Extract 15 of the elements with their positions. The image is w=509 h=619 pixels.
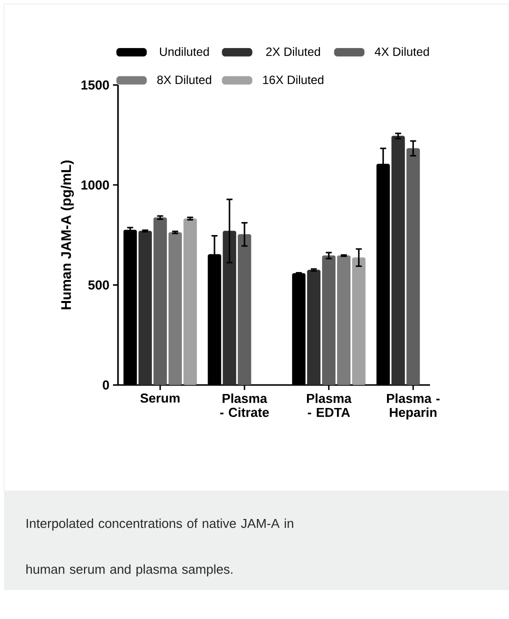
legend-label: 8X Diluted — [157, 75, 212, 84]
legend-label: Undiluted — [160, 47, 209, 56]
y-tick-label: 1500 — [81, 80, 109, 90]
y-tick-label: 0 — [102, 380, 109, 390]
y-axis-title: Human JAM-A (pg/mL) — [60, 160, 74, 310]
y-tick-label: 1000 — [81, 180, 109, 190]
x-tick-label: Plasma - EDTA — [306, 394, 352, 417]
legend-label: 16X Diluted — [263, 75, 324, 84]
x-tick-label: Serum — [140, 394, 180, 403]
x-tick-label: Plasma - Citrate — [220, 394, 269, 417]
y-tick-label: 500 — [88, 280, 109, 290]
x-tick-label: Plasma - Heparin — [386, 394, 440, 420]
legend-label: 2X Diluted — [266, 47, 320, 56]
legend-label: 4X Diluted — [374, 47, 429, 56]
text: Interpolated concentrations of native JAM-A in human serum and plasma samples. — [26, 518, 294, 576]
